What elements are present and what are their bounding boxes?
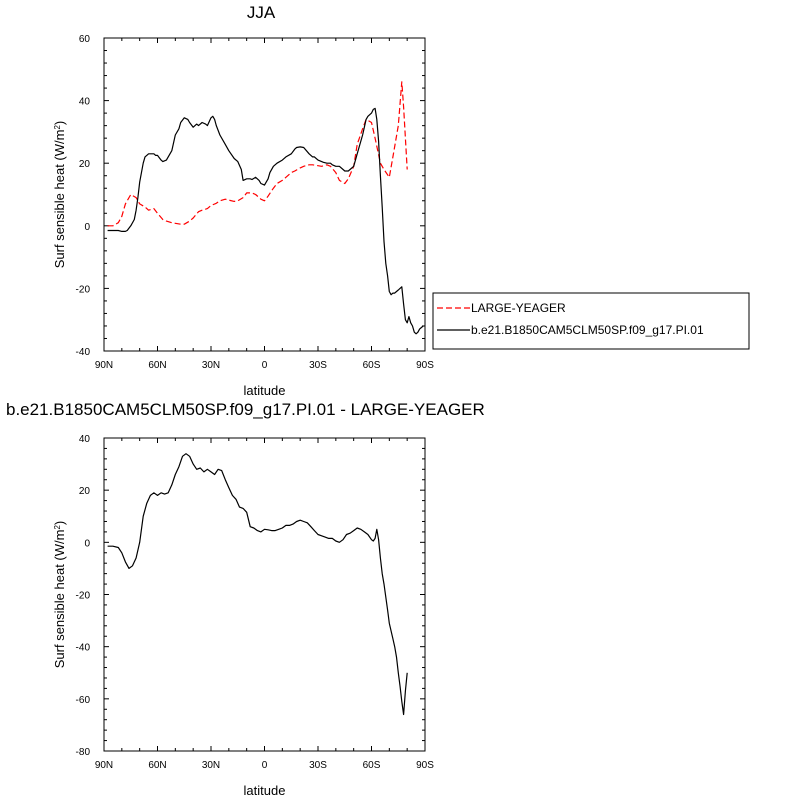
x-tick-label: 0: [262, 360, 268, 371]
y-axis-label-text: Surf sensible heat (W/m: [52, 130, 67, 269]
x-tick-label: 90N: [95, 760, 113, 771]
x-tick-label: 30S: [309, 760, 327, 771]
chart-panel-1: JJA 90N 60N 30N 0 30S 60S 90S -40 -20 0 20 40 60 latit…: [52, 3, 750, 398]
x-axis-label: latitude: [244, 383, 286, 398]
y-axis-label-close: ): [52, 121, 67, 125]
y-tick-label: -40: [76, 347, 91, 358]
x-tick-label: 30N: [202, 360, 220, 371]
y-tick-label: -20: [76, 591, 91, 602]
y-tick-label: 0: [84, 222, 90, 233]
chart-panel-2: b.e21.B1850CAM5CLM50SP.f09_g17.PI.01 - L…: [6, 400, 485, 798]
y-tick-label: -80: [76, 747, 91, 758]
x-axis-label: latitude: [244, 783, 286, 798]
x-tick-label: 60N: [148, 360, 166, 371]
x-tick-label: 60S: [363, 760, 381, 771]
x-tick-label: 60N: [148, 760, 166, 771]
y-axis-label-superscript: 2: [53, 125, 62, 130]
y-axis-label-superscript: 2: [53, 525, 62, 530]
y-tick-label: -40: [76, 643, 91, 654]
legend: LARGE-YEAGER b.e21.B1850CAM5CLM50SP.f09_g…: [432, 292, 750, 350]
plot-frame: [103, 437, 426, 752]
chart-title: JJA: [247, 3, 276, 22]
y-axis-label: Surf sensible heat (W/m2): [52, 521, 67, 669]
y-tick-label: 60: [79, 34, 91, 45]
series-line-large-yeager: [107, 81, 408, 227]
y-tick-label: 40: [79, 434, 91, 445]
x-tick-label: 90S: [416, 760, 434, 771]
x-tick-label: 0: [262, 760, 268, 771]
x-tick-label: 90N: [95, 360, 113, 371]
y-axis-label-text: Surf sensible heat (W/m: [52, 530, 67, 669]
legend-label: LARGE-YEAGER: [471, 301, 566, 315]
series-line-difference: [107, 453, 408, 716]
chart-title: b.e21.B1850CAM5CLM50SP.f09_g17.PI.01 - L…: [6, 400, 485, 419]
y-tick-label: -60: [76, 695, 91, 706]
x-tick-label: 30N: [202, 760, 220, 771]
y-axis-label-close: ): [52, 521, 67, 525]
y-tick-label: 20: [79, 486, 91, 497]
x-tick-label: 30S: [309, 360, 327, 371]
x-tick-label: 90S: [416, 360, 434, 371]
legend-box: [432, 292, 750, 350]
y-tick-label: 20: [79, 159, 91, 170]
series-line-b-e21-b1850cam5clm50sp-f09-g17-pi-01: [107, 107, 424, 335]
legend-label: b.e21.B1850CAM5CLM50SP.f09_g17.PI.01: [471, 323, 704, 337]
y-tick-label: -20: [76, 284, 91, 295]
x-tick-label: 60S: [363, 360, 381, 371]
y-axis-label: Surf sensible heat (W/m2): [52, 121, 67, 269]
plot-frame: [103, 37, 426, 352]
y-tick-label: 0: [84, 538, 90, 549]
y-tick-label: 40: [79, 97, 91, 108]
